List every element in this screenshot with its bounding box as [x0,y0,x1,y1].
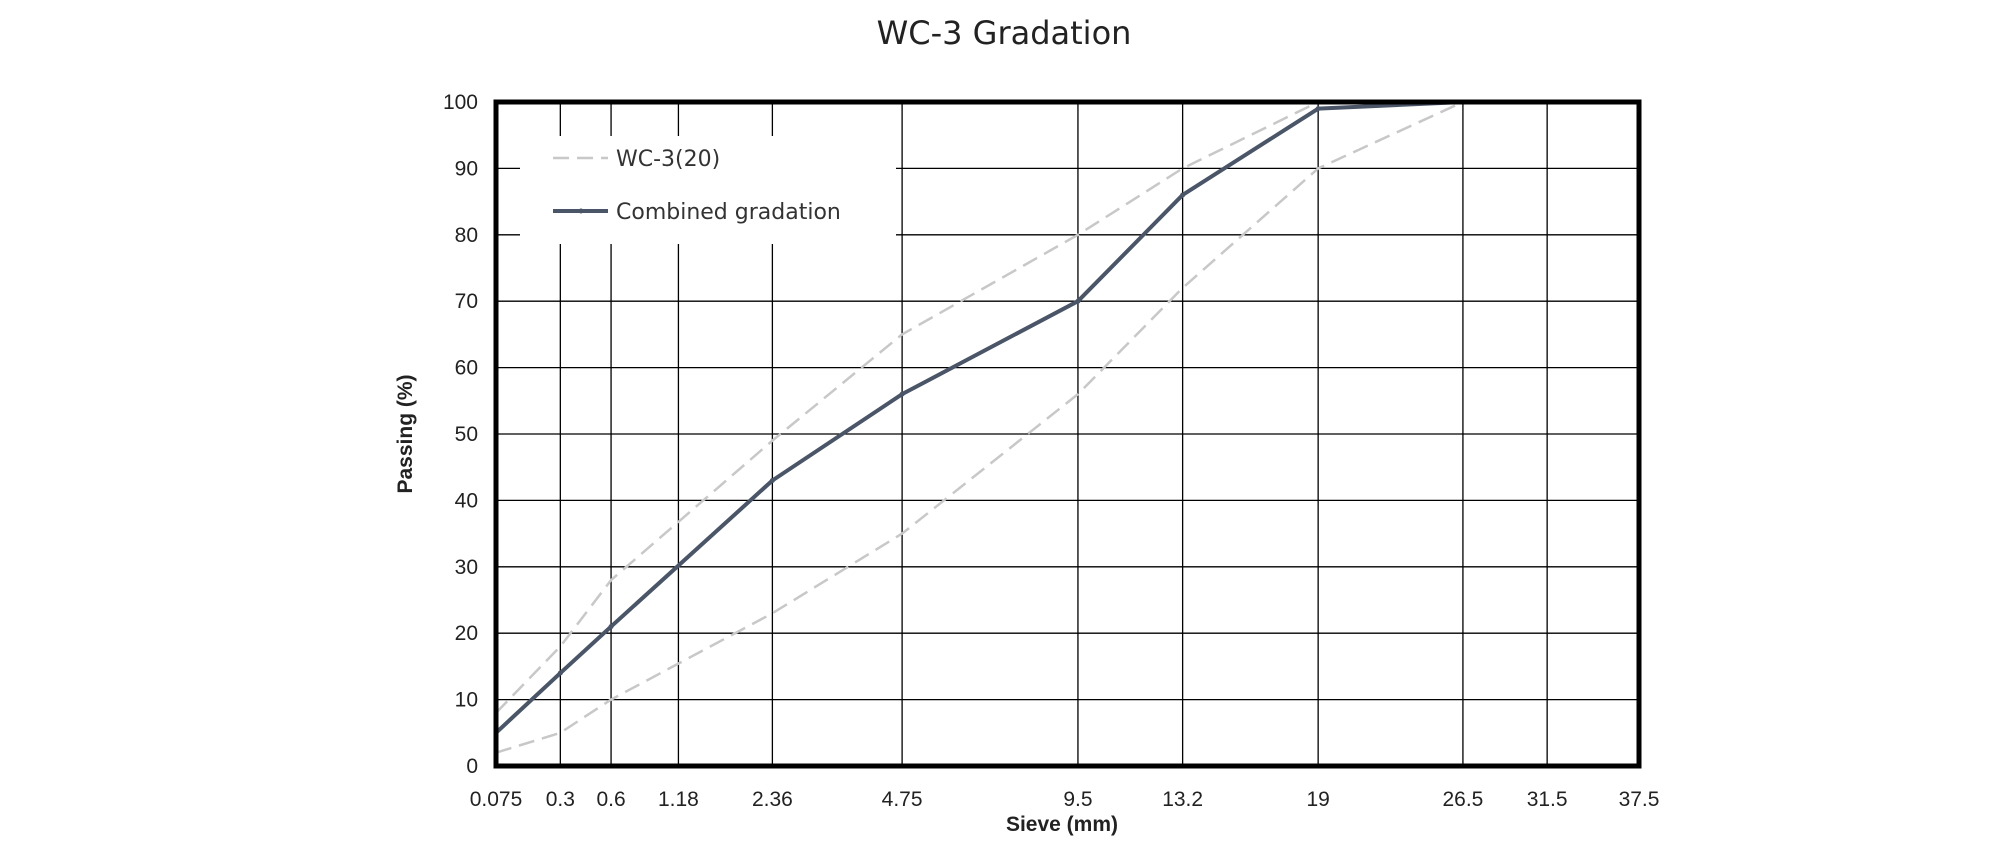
combined-gradation-line [494,100,1639,735]
combined-point [1075,298,1081,304]
y-tick-label: 90 [455,157,478,180]
y-tick-label: 20 [455,622,478,645]
x-tick-labels: 0.075 0.3 0.6 1.18 2.36 4.75 9.5 13.2 19 26.5 31.5… [470,788,1660,811]
y-tick-label: 40 [455,489,478,512]
combined-point [557,670,563,676]
x-tick-label: 0.6 [596,788,625,811]
combined-point [899,391,905,397]
y-tick-label: 100 [443,91,478,114]
x-tick-label: 0.3 [546,788,575,811]
y-tick-label: 0 [466,755,478,778]
x-tick-label: 0.075 [470,788,523,811]
y-tick-label: 80 [455,224,478,247]
combined-point [769,477,775,483]
chart-title: WC-3 Gradation [877,14,1132,52]
legend-box [520,136,896,244]
combined-point [1315,106,1321,112]
y-tick-label: 10 [455,689,478,712]
plot-frame [493,99,1642,769]
legend: WC-3(20) Combined gradation [520,136,896,244]
x-tick-label: 13.2 [1162,788,1203,811]
x-tick-label: 2.36 [752,788,793,811]
x-tick-label: 31.5 [1527,788,1568,811]
y-tick-label: 60 [455,357,478,380]
y-tick-label: 70 [455,290,478,313]
y-axis-label: Passing (%) [394,374,417,493]
x-tick-label: 19 [1306,788,1329,811]
x-tick-label: 4.75 [882,788,923,811]
combined-point [1180,192,1186,198]
combined-point [608,624,614,630]
x-axis-label: Sieve (mm) [1006,813,1118,836]
x-tick-label: 1.18 [658,788,699,811]
legend-label-band: WC-3(20) [616,147,720,172]
y-tick-label: 50 [455,423,478,446]
legend-marker-combined [578,208,584,214]
x-tick-label: 26.5 [1442,788,1483,811]
x-tick-label: 37.5 [1619,788,1660,811]
legend-label-combined: Combined gradation [616,200,841,225]
x-tick-label: 9.5 [1063,788,1092,811]
y-tick-label: 30 [455,556,478,579]
y-tick-labels: 0 10 20 30 40 50 60 70 80 90 100 [443,91,478,778]
band-line-lower [495,100,1639,754]
